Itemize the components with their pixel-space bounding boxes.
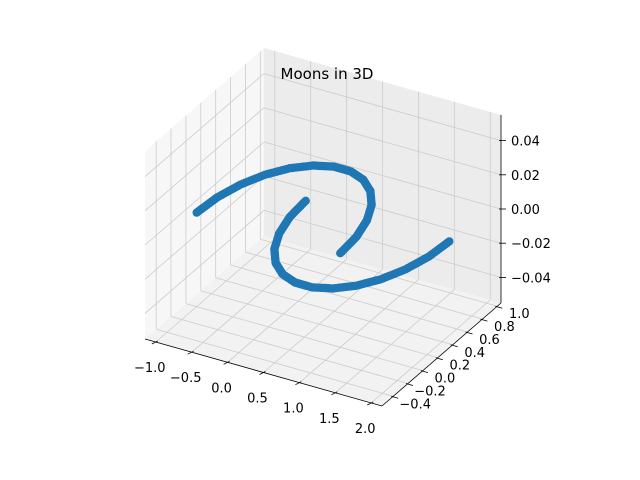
x-tick-mark <box>295 381 302 386</box>
y-grid-floor-line <box>170 316 409 384</box>
x-tick-label: 1.0 <box>283 402 304 417</box>
x-tick-mark <box>331 391 338 396</box>
y-tick-label: −0.4 <box>399 397 431 412</box>
y-tick-label: 0.6 <box>479 333 500 348</box>
y-tick-label: 0.4 <box>464 346 485 361</box>
z-tick-label: 0.04 <box>511 135 540 150</box>
x-tick-mark <box>223 360 230 365</box>
y-tick-label: −0.2 <box>414 385 446 400</box>
z-tick-label: 0.02 <box>511 169 540 184</box>
y-tick-label: 0.2 <box>449 359 470 374</box>
y-tick-mark <box>450 344 458 348</box>
y-tick-mark <box>495 305 503 309</box>
x-tick-label: −0.5 <box>170 371 202 386</box>
y-tick-mark <box>465 331 473 335</box>
x-grid-floor-line <box>191 248 311 353</box>
y-tick-mark <box>405 383 414 386</box>
x-tick-label: 0.5 <box>247 392 268 407</box>
z-grid-left-line <box>144 210 265 314</box>
y-grid-floor-line <box>200 290 438 359</box>
z-tick-label: 0.00 <box>511 203 540 218</box>
z-grid-back-line <box>263 73 502 141</box>
z-grid-left-line <box>144 73 265 177</box>
z-grid-back-line <box>263 175 502 244</box>
y-grid-floor-line <box>230 264 468 333</box>
chart-title: Moons in 3D <box>281 65 374 83</box>
x-tick-label: 1.5 <box>319 412 340 427</box>
z-grid-left-line <box>144 141 265 246</box>
y-grid-floor-line <box>260 238 498 307</box>
y-grid-floor-line <box>215 277 453 346</box>
y-tick-label: 0.0 <box>435 372 456 387</box>
x-grid-floor-line <box>299 279 419 384</box>
data-point <box>192 208 201 217</box>
axis-panes <box>145 48 501 406</box>
x-grid-floor-line <box>335 289 455 394</box>
x-grid-floor-line <box>227 258 347 363</box>
z-grid-left-line <box>144 107 265 212</box>
z-grid-back-line <box>263 107 502 176</box>
x-tick-label: 2.0 <box>355 422 376 437</box>
z-grid-back-line <box>263 210 502 278</box>
x-tick-mark <box>187 350 194 355</box>
y-tick-label: 1.0 <box>509 307 530 322</box>
z-grid-left-line <box>144 175 265 280</box>
y-tick-mark <box>420 370 429 373</box>
x-tick-label: 0.0 <box>211 381 232 396</box>
z-grid-back-line <box>263 141 502 210</box>
y-tick-mark <box>391 395 399 399</box>
x-tick-mark <box>259 371 266 375</box>
data-point <box>445 237 454 246</box>
x-grid-floor-line <box>370 299 491 404</box>
x-grid-floor-line <box>155 238 276 343</box>
y-axis-line <box>381 302 502 407</box>
tick-labels: −1.0−0.50.00.51.01.52.0−0.4−0.20.00.20.4… <box>134 135 551 437</box>
z-tick-label: −0.02 <box>511 237 551 252</box>
z-tick-label: −0.04 <box>511 271 551 286</box>
scatter-points <box>192 161 454 293</box>
x-tick-mark <box>151 340 158 345</box>
axis-lines <box>144 115 506 407</box>
y-tick-mark <box>480 318 488 322</box>
y-tick-mark <box>435 357 443 361</box>
y-grid-floor-line <box>156 328 394 397</box>
x-tick-label: −1.0 <box>134 361 166 376</box>
y-tick-label: 0.8 <box>494 320 515 335</box>
y-grid-floor-line <box>185 303 424 371</box>
x-tick-mark <box>367 401 374 406</box>
